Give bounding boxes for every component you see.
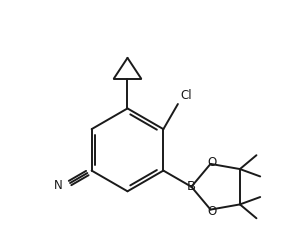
Text: O: O [208,205,217,218]
Text: O: O [208,156,217,169]
Text: Cl: Cl [180,89,192,102]
Text: B: B [187,180,196,193]
Text: N: N [54,179,62,192]
